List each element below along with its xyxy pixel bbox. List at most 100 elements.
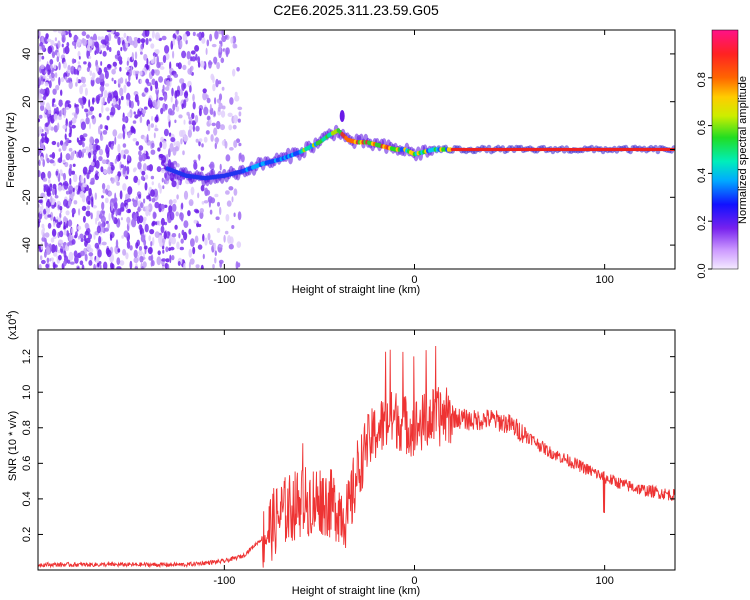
noise-blob [139, 106, 142, 112]
noise-blob [114, 136, 117, 145]
noise-blob [155, 32, 160, 41]
noise-blob [117, 218, 120, 225]
noise-blob [119, 66, 122, 72]
noise-blob [127, 186, 133, 195]
noise-blob [100, 44, 106, 49]
noise-blob [165, 246, 169, 253]
noise-blob [82, 166, 88, 175]
noise-blob [162, 84, 165, 92]
noise-blob [213, 127, 218, 136]
noise-blob [160, 107, 164, 115]
noise-blob [164, 86, 170, 91]
noise-blob [45, 263, 50, 269]
noise-blob [60, 77, 65, 83]
noise-blob [144, 205, 150, 211]
noise-blob [181, 103, 184, 110]
noise-blob [101, 183, 106, 190]
noise-blob [121, 235, 125, 239]
noise-blob [155, 221, 158, 226]
noise-blob [173, 73, 179, 78]
noise-blob [171, 255, 175, 261]
noise-blob [52, 30, 58, 33]
noise-blob [71, 170, 75, 175]
noise-blob [116, 257, 121, 265]
noise-blob [100, 39, 106, 44]
noise-blob [95, 95, 101, 102]
noise-blob [116, 181, 120, 186]
noise-blob [50, 244, 56, 254]
noise-blob [42, 177, 48, 182]
noise-blob [49, 74, 51, 79]
noise-blob [99, 124, 103, 130]
noise-blob [229, 147, 234, 151]
noise-blob [60, 248, 64, 253]
noise-blob [151, 181, 154, 186]
noise-blob [197, 192, 200, 199]
noise-blob [143, 218, 146, 226]
noise-blob [187, 210, 191, 217]
noise-blob [138, 246, 143, 251]
noise-blob [137, 178, 141, 186]
noise-blob [115, 239, 119, 249]
noise-blob [39, 89, 45, 95]
noise-blob [150, 254, 154, 263]
y-tick-label: -20 [21, 189, 33, 205]
x-tick-label: 100 [595, 575, 613, 587]
snr-panel: -100 0 100 0.2 0.4 0.6 0.8 1.0 1.2 Height of st… [5, 310, 676, 597]
noise-blob [54, 37, 58, 42]
noise-blob [50, 257, 54, 262]
noise-blob [94, 192, 98, 200]
noise-blob [43, 208, 47, 215]
noise-blob [164, 172, 167, 179]
noise-blob [159, 234, 162, 244]
noise-blob [152, 211, 157, 220]
noise-blob [180, 129, 186, 138]
x-axis-label: Height of straight line (km) [292, 585, 420, 597]
noise-blob [76, 38, 82, 48]
noise-blob [133, 175, 139, 183]
noise-blob [72, 187, 75, 193]
noise-blob [64, 46, 70, 55]
noise-blob [45, 87, 50, 97]
noise-blob [81, 205, 87, 211]
noise-blob [73, 66, 76, 75]
noise-blob [114, 54, 119, 59]
noise-blob [117, 152, 121, 161]
noise-blob [123, 84, 127, 94]
noise-blob [114, 175, 119, 183]
noise-blob [180, 138, 183, 145]
noise-blob [189, 85, 192, 93]
noise-blob [156, 61, 161, 69]
noise-blob [118, 98, 121, 106]
noise-blob [151, 78, 156, 86]
noise-blob [214, 193, 219, 198]
noise-blob [219, 206, 222, 216]
noise-blob [57, 30, 63, 34]
colorbar-tick-label: 0.6 [696, 120, 708, 135]
noise-blob [204, 187, 209, 197]
noise-blob [52, 229, 56, 237]
noise-blob [97, 173, 100, 177]
noise-blob [45, 102, 51, 111]
noise-blob [224, 230, 229, 235]
noise-blob [120, 47, 123, 52]
noise-blob [63, 250, 67, 258]
noise-blob [94, 242, 100, 249]
noise-blob [142, 261, 147, 268]
noise-blob [209, 209, 213, 215]
noise-blob [138, 250, 143, 256]
noise-blob [109, 165, 112, 172]
noise-blob [55, 84, 60, 91]
noise-blob [87, 38, 93, 47]
noise-blob [87, 200, 91, 205]
noise-blob [46, 257, 50, 263]
noise-blob [40, 64, 45, 70]
noise-blob [104, 70, 109, 79]
noise-blob [223, 234, 226, 243]
noise-blob [157, 147, 161, 152]
noise-blob [140, 202, 144, 209]
noise-blob [110, 164, 115, 171]
noise-blob [38, 46, 43, 51]
noise-blob [105, 188, 109, 195]
noise-blob [115, 208, 118, 217]
